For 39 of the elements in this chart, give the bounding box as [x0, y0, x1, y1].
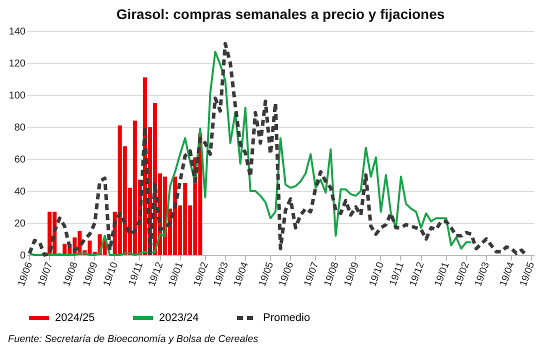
x-tick-label: 19/05 [518, 260, 538, 288]
x-tick-label: 19/02 [192, 260, 211, 288]
x-tick-label: 19/03 [473, 260, 492, 288]
x-tick-label: 19/03 [212, 260, 232, 288]
x-tick-label: 19/12 [146, 260, 166, 288]
y-tick-label: 60 [14, 154, 26, 166]
y-tick-label: 20 [14, 218, 26, 230]
x-tick-label: 19/01 [166, 260, 186, 288]
x-tick-label: 19/01 [432, 260, 452, 288]
legend-label: 2024/25 [55, 312, 95, 324]
y-tick-label: 0 [20, 250, 26, 262]
x-tick-label: 19/12 [408, 260, 427, 288]
x-tick-label: 19/07 [302, 260, 322, 288]
x-tick-label: 19/11 [126, 260, 146, 288]
y-tick-label: 120 [8, 58, 26, 70]
x-tick-label: 19/06 [277, 260, 296, 288]
x-tick-label: 19/10 [368, 260, 387, 288]
y-tick-label: 40 [14, 186, 26, 198]
x-tick-label: 19/10 [102, 260, 121, 288]
x-tick-label: 19/09 [342, 260, 362, 288]
legend-label: 2023/24 [159, 312, 199, 324]
x-tick-label: 19/04 [232, 260, 252, 288]
x-tick-label: 19/09 [82, 260, 101, 288]
x-tick-label: 19/02 [452, 260, 472, 288]
legend-label: Promedio [263, 312, 310, 324]
x-tick-label: 19/07 [36, 260, 56, 288]
x-tick-label: 19/04 [498, 260, 518, 288]
y-tick-label: 140 [8, 26, 26, 38]
x-tick-label: 19/11 [388, 260, 407, 288]
line-series [28, 50, 472, 256]
x-tick-label: 19/05 [257, 260, 276, 288]
x-tick-label: 19/08 [322, 260, 342, 288]
x-tick-label: 19/08 [61, 260, 80, 288]
y-tick-label: 80 [14, 122, 26, 134]
y-tick-label: 100 [8, 90, 26, 102]
chart-title: Girasol: compras semanales a precio y fijaciones [116, 6, 445, 22]
source-note: Fuente: Secretaría de Bioeconomía y Bolsa de Cereales [8, 334, 258, 345]
line-series [28, 42, 528, 257]
x-tick-label: 19/06 [16, 260, 36, 288]
